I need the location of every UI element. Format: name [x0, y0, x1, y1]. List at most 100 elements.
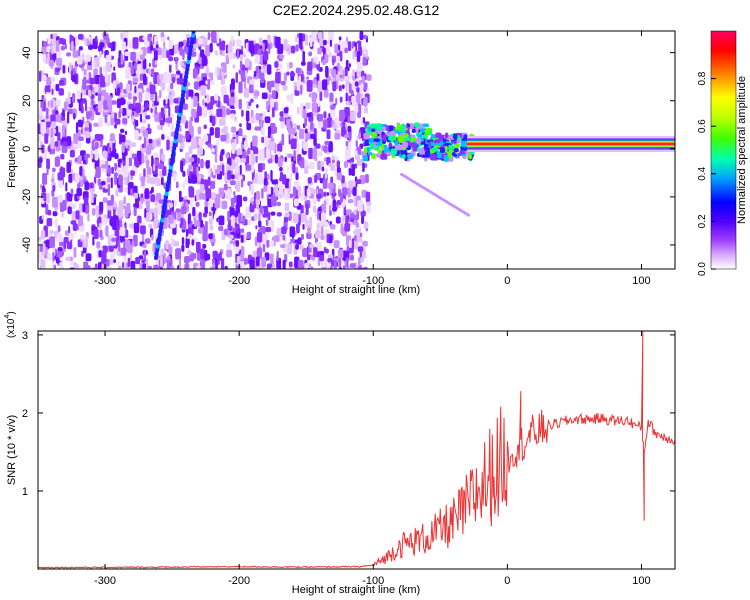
heatmap-cell — [309, 216, 313, 229]
heatmap-cell — [451, 152, 456, 157]
heatmap-cell — [236, 180, 241, 193]
heatmap-cell — [105, 54, 112, 61]
heatmap-cell — [313, 136, 317, 146]
heatmap-cell — [179, 78, 184, 84]
heatmap-cell — [200, 248, 205, 260]
heatmap-cell — [309, 161, 315, 170]
heatmap-cell — [159, 120, 165, 126]
y-tick-label: 2 — [22, 408, 28, 420]
heatmap-cell — [100, 181, 106, 186]
heatmap-cell — [240, 158, 246, 163]
heatmap-cell — [86, 69, 89, 80]
heatmap-cell — [164, 194, 169, 200]
heatmap-cell — [214, 93, 219, 101]
heatmap-cell — [295, 172, 299, 181]
heatmap-cell — [293, 181, 300, 188]
heatmap-cell — [230, 138, 236, 145]
heatmap-cell — [339, 96, 343, 103]
heatmap-cell — [145, 135, 149, 146]
heatmap-cell — [42, 172, 48, 185]
heatmap-cell — [336, 167, 341, 174]
heatmap-cell — [367, 124, 371, 128]
heatmap-cell — [203, 124, 207, 130]
heatmap-cell — [101, 251, 107, 263]
heatmap-cell — [55, 83, 60, 92]
heatmap-cell — [52, 252, 55, 262]
heatmap-cell — [170, 153, 175, 159]
heatmap-cell — [207, 102, 213, 110]
heatmap-cell — [51, 178, 55, 183]
heatmap-cell — [117, 87, 120, 96]
heatmap-cell — [169, 160, 174, 166]
heatmap-cell — [347, 41, 352, 52]
heatmap-cell — [170, 131, 175, 137]
heatmap-cell — [167, 36, 170, 41]
heatmap-cell — [161, 209, 166, 215]
x-tick-label: 100 — [632, 275, 650, 287]
heatmap-cell — [46, 192, 50, 204]
heatmap-cell — [93, 122, 100, 127]
heatmap-cell — [167, 202, 174, 208]
heatmap-cell — [463, 134, 468, 141]
heatmap-cell — [234, 172, 239, 180]
heatmap-cell — [163, 71, 168, 83]
heatmap-cell — [47, 145, 51, 152]
heatmap-cell — [209, 43, 213, 53]
heatmap-cell — [134, 119, 139, 127]
heatmap-cell — [312, 198, 318, 205]
heatmap-cell — [279, 166, 283, 172]
heatmap-cell — [160, 255, 163, 268]
y-tick-label: 0 — [21, 146, 33, 152]
heatmap-cell — [411, 129, 416, 133]
heatmap-cell — [200, 158, 204, 169]
heatmap-cell — [192, 96, 198, 107]
heatmap-cell — [269, 253, 274, 265]
heatmap-cell — [382, 134, 387, 142]
heatmap-cell — [338, 204, 341, 209]
heatmap-cell — [229, 207, 235, 218]
heatmap-cell — [200, 258, 206, 269]
heatmap-cell — [331, 155, 335, 161]
heatmap-cell — [250, 183, 255, 195]
heatmap-cell — [147, 33, 151, 42]
heatmap-cell — [296, 33, 300, 38]
heatmap-cell — [53, 268, 56, 269]
y-tick-label: 40 — [21, 47, 33, 59]
heatmap-cell — [268, 211, 271, 221]
heatmap-cell — [329, 39, 332, 47]
heatmap-cell — [56, 251, 63, 258]
snr-frame — [37, 330, 676, 570]
heatmap-cell — [275, 36, 281, 49]
heatmap-cell — [181, 244, 185, 252]
heatmap-cell — [94, 228, 99, 240]
heatmap-cell — [354, 81, 359, 87]
x-tick-label: 0 — [504, 275, 510, 287]
heatmap-cell — [99, 229, 103, 238]
heatmap-cell — [266, 100, 269, 111]
heatmap-cell — [172, 141, 177, 147]
heatmap-cell — [400, 149, 404, 156]
heatmap-cell — [345, 59, 349, 68]
heatmap-cell — [274, 154, 279, 164]
heatmap-cell — [239, 164, 242, 175]
heatmap-cell — [153, 50, 158, 61]
heatmap-cell — [349, 213, 355, 219]
heatmap-signal-band — [467, 142, 675, 146]
heatmap-cell — [205, 160, 210, 169]
heatmap-cell — [437, 151, 442, 159]
heatmap-cell — [226, 108, 231, 116]
heatmap-cell — [289, 173, 293, 182]
heatmap-cell — [218, 215, 225, 226]
heatmap-cell — [146, 200, 150, 212]
x-tick-label: -100 — [362, 575, 384, 587]
heatmap-cell — [67, 111, 70, 124]
heatmap-cell — [264, 135, 269, 147]
heatmap-cell — [197, 157, 200, 165]
heatmap-cell — [50, 121, 57, 129]
heatmap-cell — [45, 203, 49, 215]
heatmap-cell — [130, 170, 136, 176]
heatmap-cell — [105, 160, 109, 170]
heatmap-cell — [75, 210, 80, 220]
heatmap-cell — [357, 256, 361, 266]
heatmap-cell — [197, 126, 202, 135]
